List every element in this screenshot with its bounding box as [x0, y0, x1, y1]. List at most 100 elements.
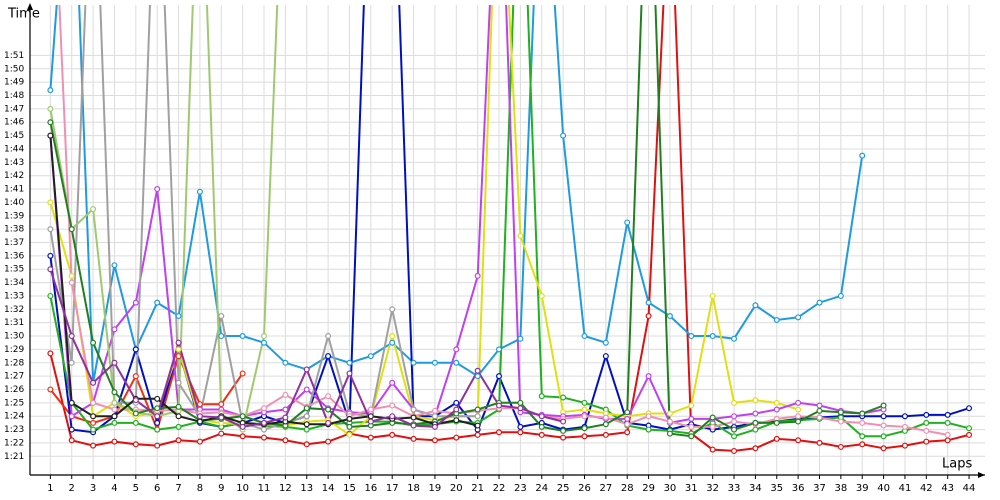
lap-marker — [367, 434, 374, 441]
y-tick-label: 1:45 — [4, 131, 24, 141]
lap-marker — [752, 426, 759, 433]
x-tick-label: 10 — [236, 483, 249, 494]
y-tick-label: 1:46 — [4, 118, 24, 128]
lap-marker — [47, 132, 54, 139]
x-tick-label: 36 — [792, 483, 805, 494]
lap-marker — [68, 399, 75, 406]
y-tick-label: 1:36 — [4, 251, 24, 261]
lap-marker — [602, 421, 609, 428]
lap-marker — [111, 389, 118, 396]
lap-marker — [645, 373, 652, 380]
lap-marker — [538, 292, 545, 299]
lap-marker — [496, 429, 503, 436]
lap-marker — [68, 226, 75, 233]
lap-marker — [517, 232, 524, 239]
y-tick-label: 1:21 — [4, 452, 24, 462]
y-tick-label: 1:37 — [4, 238, 24, 248]
lap-marker — [218, 401, 225, 408]
lap-marker — [517, 405, 524, 412]
lap-marker — [132, 373, 139, 380]
lap-marker — [90, 206, 97, 213]
lap-marker — [731, 418, 738, 425]
lap-marker — [859, 441, 866, 448]
lap-marker — [68, 437, 75, 444]
lap-marker — [239, 433, 246, 440]
lap-marker — [453, 346, 460, 353]
y-axis-arrow — [27, 3, 33, 10]
lap-marker — [282, 406, 289, 413]
lap-marker — [581, 333, 588, 340]
lap-marker — [175, 312, 182, 319]
lap-marker — [538, 393, 545, 400]
x-tick-label: 21 — [471, 483, 484, 494]
y-tick-label: 1:34 — [4, 278, 24, 288]
lap-marker — [816, 299, 823, 306]
lap-marker — [688, 433, 695, 440]
lap-marker — [816, 414, 823, 421]
lap-marker — [602, 353, 609, 360]
lap-marker — [303, 366, 310, 373]
lap-marker — [581, 413, 588, 420]
series-line — [49, 5, 970, 438]
lap-marker — [560, 434, 567, 441]
lap-marker — [688, 402, 695, 409]
lap-marker — [752, 445, 759, 452]
lap-marker — [645, 312, 652, 319]
lap-marker — [175, 339, 182, 346]
lap-marker — [303, 441, 310, 448]
lap-marker — [474, 406, 481, 413]
lap-marker — [325, 406, 332, 413]
lap-marker — [859, 410, 866, 417]
lap-marker — [816, 439, 823, 446]
plot-area — [47, 5, 973, 454]
y-tick-label: 1:48 — [4, 91, 24, 101]
x-tick-label: 18 — [407, 483, 420, 494]
lap-marker — [47, 266, 54, 273]
lap-marker — [645, 299, 652, 306]
lap-marker — [880, 402, 887, 409]
y-tick-label: 1:29 — [4, 345, 24, 355]
lap-marker — [154, 405, 161, 412]
lap-marker — [496, 402, 503, 409]
series-line — [49, 353, 244, 433]
lap-marker — [325, 419, 332, 426]
x-tick-label: 25 — [557, 483, 570, 494]
x-tick-label: 16 — [364, 483, 377, 494]
lap-marker — [624, 415, 631, 422]
x-tick-label: 31 — [685, 483, 698, 494]
lap-marker — [410, 406, 417, 413]
lap-marker — [367, 406, 374, 413]
lap-marker — [90, 339, 97, 346]
lap-marker — [410, 359, 417, 366]
lap-marker — [474, 413, 481, 420]
y-tick-label: 1:22 — [4, 438, 24, 448]
lap-marker — [666, 430, 673, 437]
lap-marker — [175, 403, 182, 410]
lap-marker — [367, 353, 374, 360]
lap-marker — [218, 430, 225, 437]
lap-marker — [132, 419, 139, 426]
x-tick-label: 6 — [154, 483, 160, 494]
x-tick-label: 17 — [386, 483, 399, 494]
lap-marker — [111, 438, 118, 445]
lap-marker — [773, 419, 780, 426]
lap-marker — [901, 423, 908, 430]
x-tick-label: 11 — [258, 483, 271, 494]
x-tick-label: 1 — [47, 483, 53, 494]
lap-marker — [453, 434, 460, 441]
lap-marker — [752, 419, 759, 426]
lap-marker — [731, 426, 738, 433]
lap-marker — [154, 413, 161, 420]
y-tick-label: 1:27 — [4, 372, 24, 382]
lap-marker — [132, 299, 139, 306]
lap-marker — [752, 302, 759, 309]
x-tick-label: 9 — [218, 483, 224, 494]
lap-marker — [602, 414, 609, 421]
lap-marker — [154, 426, 161, 433]
lap-marker — [111, 406, 118, 413]
y-tick-label: 1:35 — [4, 265, 24, 275]
lap-marker — [303, 421, 310, 428]
lap-marker — [560, 418, 567, 425]
y-tick-label: 1:51 — [4, 51, 24, 61]
lap-marker — [346, 359, 353, 366]
